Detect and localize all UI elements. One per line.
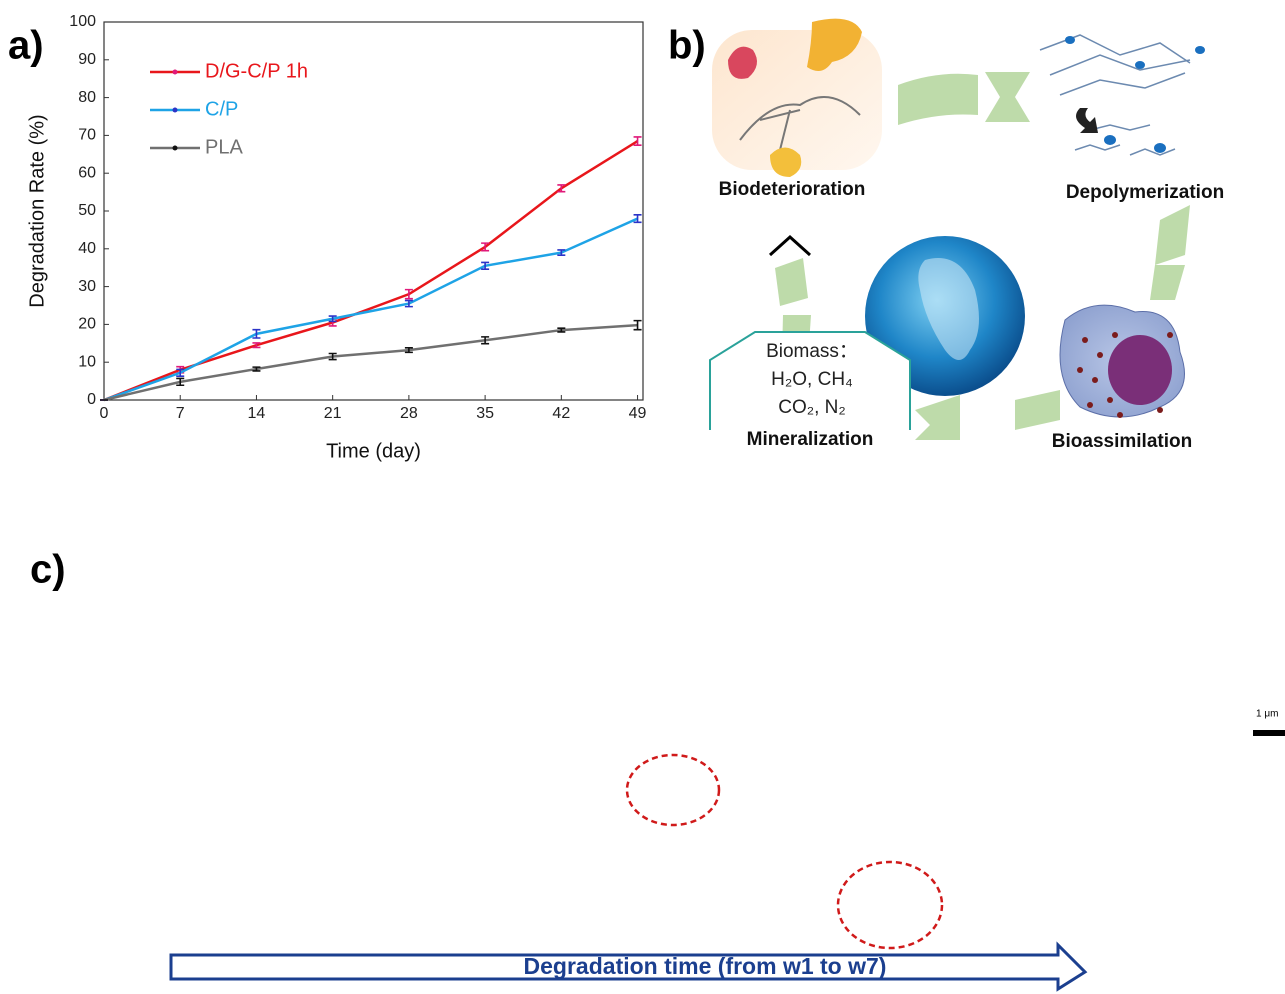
- x-tick-label: 28: [400, 405, 418, 422]
- y-tick-label: 10: [78, 353, 96, 370]
- figure: W1W2W3W4W5W6W7 a) b) c) 0102030405060708…: [0, 0, 1285, 994]
- x-axis-label: Time (day): [326, 440, 421, 462]
- x-tick-label: 35: [476, 405, 494, 422]
- panel-label: c): [30, 548, 66, 592]
- y-tick-label: 100: [69, 13, 96, 30]
- scale-bar-label: 1 μm: [1256, 709, 1278, 720]
- y-tick-label: 40: [78, 240, 96, 257]
- arrow-icon: [1076, 108, 1098, 133]
- monomers: [1065, 36, 1205, 153]
- x-tick-label: 0: [100, 405, 109, 422]
- y-axis-label: Degradation Rate (%): [26, 114, 48, 307]
- x-tick-label: 14: [248, 405, 266, 422]
- arrow-label: Degradation time (from w1 to w7): [524, 953, 887, 979]
- legend-label: PLA: [205, 136, 243, 158]
- stage-label: Depolymerization: [1066, 182, 1224, 203]
- cycle-arrowhead: [770, 237, 810, 255]
- nucleus: [1108, 335, 1172, 405]
- biomass-line: H₂O, CH₄: [771, 369, 853, 390]
- legend-marker: [173, 108, 178, 113]
- stage-label: Bioassimilation: [1052, 431, 1192, 452]
- stage-label: Mineralization: [747, 429, 874, 450]
- series-line: [104, 325, 638, 400]
- y-tick-label: 80: [78, 89, 96, 106]
- x-tick-label: 7: [176, 405, 185, 422]
- polymer-network: [1040, 35, 1190, 155]
- series-line: [104, 141, 638, 400]
- stage-label: Biodeterioration: [719, 179, 866, 200]
- biomass-line: CO₂, N₂: [778, 397, 846, 418]
- x-tick-label: 21: [324, 405, 342, 422]
- highlight-ring: [627, 755, 719, 825]
- biomass-title: Biomass：: [766, 341, 858, 362]
- x-tick-label: 49: [629, 405, 647, 422]
- y-tick-label: 20: [78, 316, 96, 333]
- highlight-ring: [838, 862, 942, 948]
- plot-frame: [104, 22, 643, 400]
- legend-label: C/P: [205, 98, 238, 120]
- y-tick-label: 50: [78, 202, 96, 219]
- y-tick-label: 60: [78, 164, 96, 181]
- y-tick-label: 0: [87, 391, 96, 408]
- y-tick-label: 90: [78, 51, 96, 68]
- panel-label: a): [8, 24, 44, 68]
- y-tick-label: 70: [78, 127, 96, 144]
- legend-marker: [173, 146, 178, 151]
- legend-label: D/G-C/P 1h: [205, 60, 308, 82]
- legend-marker: [173, 70, 178, 75]
- x-tick-label: 42: [552, 405, 570, 422]
- line-chart: 0 10 20 30 40 50 60 70 80 90 100 0 7 14 21 28 35 42 49 Time…: [26, 13, 646, 462]
- panel-label: b): [668, 24, 706, 68]
- y-tick-label: 30: [78, 278, 96, 295]
- degradation-diagram: Biomass： H₂O, CH₄ CO₂, N₂ Biodeteriorati…: [710, 19, 1224, 452]
